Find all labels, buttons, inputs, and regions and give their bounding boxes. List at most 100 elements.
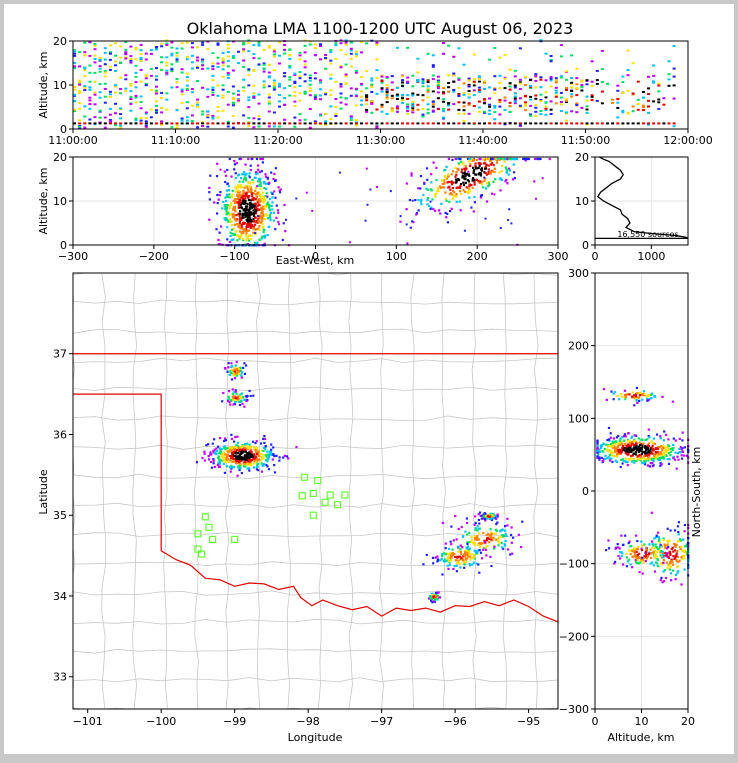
map-source xyxy=(435,595,438,598)
ew-source xyxy=(451,197,454,200)
time-height-source xyxy=(354,87,358,90)
ns-source xyxy=(643,394,646,397)
map-source xyxy=(213,465,216,469)
ew-source xyxy=(247,157,250,161)
ew-source xyxy=(462,189,465,192)
time-height-source xyxy=(247,50,251,53)
time-height-source xyxy=(672,67,676,70)
map-source xyxy=(273,471,277,474)
map-source xyxy=(236,435,239,438)
map-source xyxy=(203,452,206,455)
ew-source xyxy=(246,188,250,191)
map-source xyxy=(240,396,243,399)
ew-source xyxy=(259,207,263,210)
time-height-source xyxy=(201,122,205,125)
time-height-source xyxy=(672,84,676,87)
ns-source xyxy=(635,441,638,444)
ew-source xyxy=(252,197,255,200)
ew-source xyxy=(514,157,517,161)
ew-source xyxy=(228,240,232,244)
ew-source xyxy=(242,229,246,232)
ew-source xyxy=(447,186,450,189)
time-height-source xyxy=(626,49,630,52)
time-height-source xyxy=(98,65,102,68)
ns-source xyxy=(608,453,611,457)
time-height-source xyxy=(472,105,476,107)
time-height-source xyxy=(165,122,169,125)
time-height-source xyxy=(549,79,553,82)
ns-source xyxy=(647,459,650,462)
map-source xyxy=(248,469,251,472)
time-height-source xyxy=(600,49,604,52)
ew-source xyxy=(274,167,277,170)
ew-source xyxy=(439,212,442,215)
map-source xyxy=(250,451,253,454)
time-height-source xyxy=(406,46,410,49)
ew-source xyxy=(232,227,235,230)
ew-source xyxy=(243,208,246,211)
ew-source xyxy=(472,166,475,169)
ns-source xyxy=(666,445,669,448)
time-height-source xyxy=(503,77,507,80)
ew-source xyxy=(484,171,487,175)
time-height-source xyxy=(185,84,189,87)
ew-source xyxy=(256,204,259,207)
map-source xyxy=(262,449,265,453)
time-height-source xyxy=(134,71,138,74)
time-height-source xyxy=(406,106,410,109)
time-height-source xyxy=(175,60,179,63)
ns-source xyxy=(676,549,679,553)
ns-source xyxy=(673,544,676,547)
ew-source xyxy=(423,182,426,185)
ew-source xyxy=(420,198,423,201)
ew-source xyxy=(227,220,230,223)
time-height-source xyxy=(421,99,425,102)
ew-source xyxy=(246,220,249,223)
ns-source xyxy=(596,444,599,447)
time-height-source xyxy=(155,75,158,78)
ew-source xyxy=(251,195,254,198)
time-height-source xyxy=(565,119,568,122)
ns-source xyxy=(613,455,616,458)
ns-source xyxy=(596,456,599,459)
ew-source xyxy=(434,195,437,198)
ns-source xyxy=(618,398,621,401)
map-source xyxy=(226,447,229,450)
time-height-source xyxy=(339,66,343,69)
ns-source xyxy=(601,449,604,453)
time-height-source xyxy=(442,91,445,94)
figure-title: Oklahoma LMA 1100-1200 UTC August 06, 20… xyxy=(187,19,574,38)
ew-source xyxy=(235,187,238,190)
map-source xyxy=(237,465,241,468)
map-source xyxy=(478,549,481,552)
time-height-source xyxy=(344,43,348,46)
time-height-source xyxy=(575,83,579,86)
time-height-source xyxy=(529,114,533,117)
ns-source xyxy=(614,391,617,394)
time-height-source xyxy=(180,68,184,71)
longitude-tick-label: −101 xyxy=(73,715,103,728)
time-height-source xyxy=(390,81,394,84)
ns-source xyxy=(631,391,634,394)
ns-source xyxy=(602,442,605,445)
ew-source xyxy=(496,157,499,161)
ns-source xyxy=(620,555,623,558)
ew-source xyxy=(234,210,237,213)
map-source xyxy=(473,542,476,545)
time-height-source xyxy=(278,41,281,44)
ns-source xyxy=(671,449,674,452)
ew-source xyxy=(365,167,368,170)
ns-source xyxy=(648,397,651,401)
map-source xyxy=(262,457,265,460)
time-height-source xyxy=(590,84,594,87)
map-source xyxy=(476,537,479,540)
time-height-source xyxy=(549,55,553,57)
map-source xyxy=(498,541,501,544)
ew-source xyxy=(470,206,473,209)
time-height-source xyxy=(483,80,486,83)
map-source xyxy=(437,591,440,594)
time-height-source xyxy=(631,105,635,108)
map-source xyxy=(241,449,244,452)
map-source xyxy=(496,513,499,516)
ew-source xyxy=(480,168,483,171)
